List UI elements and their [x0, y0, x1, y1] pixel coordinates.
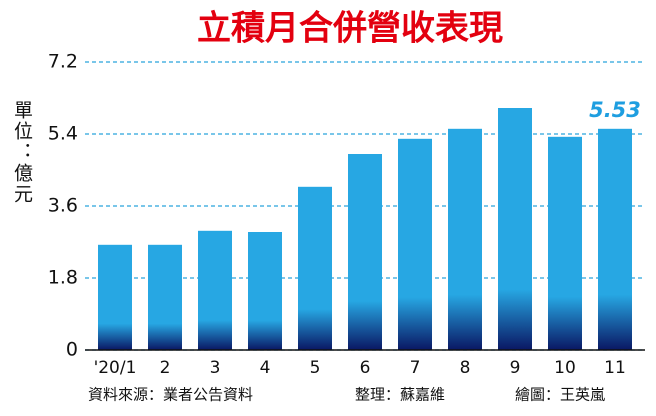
y-tick-label: 5.4: [48, 123, 78, 145]
bar: [498, 108, 532, 350]
x-tick-label: 9: [510, 358, 521, 378]
y-tick-label: 3.6: [48, 195, 78, 217]
y-tick-label: 1.8: [48, 267, 78, 289]
value-label: 5.53: [589, 98, 641, 122]
x-tick-label: 8: [460, 358, 471, 378]
y-tick-label: 7.2: [48, 51, 78, 73]
x-tick-label: 10: [554, 358, 576, 378]
x-tick-label: 11: [604, 358, 626, 378]
y-tick-label: 0: [66, 339, 78, 361]
y-axis-label: 單位：億元: [11, 100, 33, 205]
x-tick-label: 5: [310, 358, 321, 378]
bar: [148, 244, 182, 350]
x-tick-label: 2: [160, 358, 171, 378]
bar: [98, 244, 132, 350]
x-tick-label: '20/1: [94, 358, 137, 378]
illustrator: 繪圖：王英嵐: [515, 386, 605, 404]
editor: 整理：蘇嘉維: [355, 386, 445, 404]
bar: [548, 136, 582, 350]
x-tick-label: 7: [410, 358, 421, 378]
bar: [298, 186, 332, 350]
chart-title: 立積月合併營收表現: [197, 9, 503, 49]
bar: [448, 128, 482, 350]
bar: [248, 232, 282, 350]
x-tick-label: 6: [360, 358, 371, 378]
source: 資料來源：業者公告資料: [88, 386, 253, 404]
bar: [598, 128, 632, 350]
x-tick-label: 3: [210, 358, 221, 378]
x-tick-label: 4: [260, 358, 271, 378]
bar: [198, 230, 232, 350]
bar: [348, 154, 382, 350]
bar: [398, 138, 432, 350]
